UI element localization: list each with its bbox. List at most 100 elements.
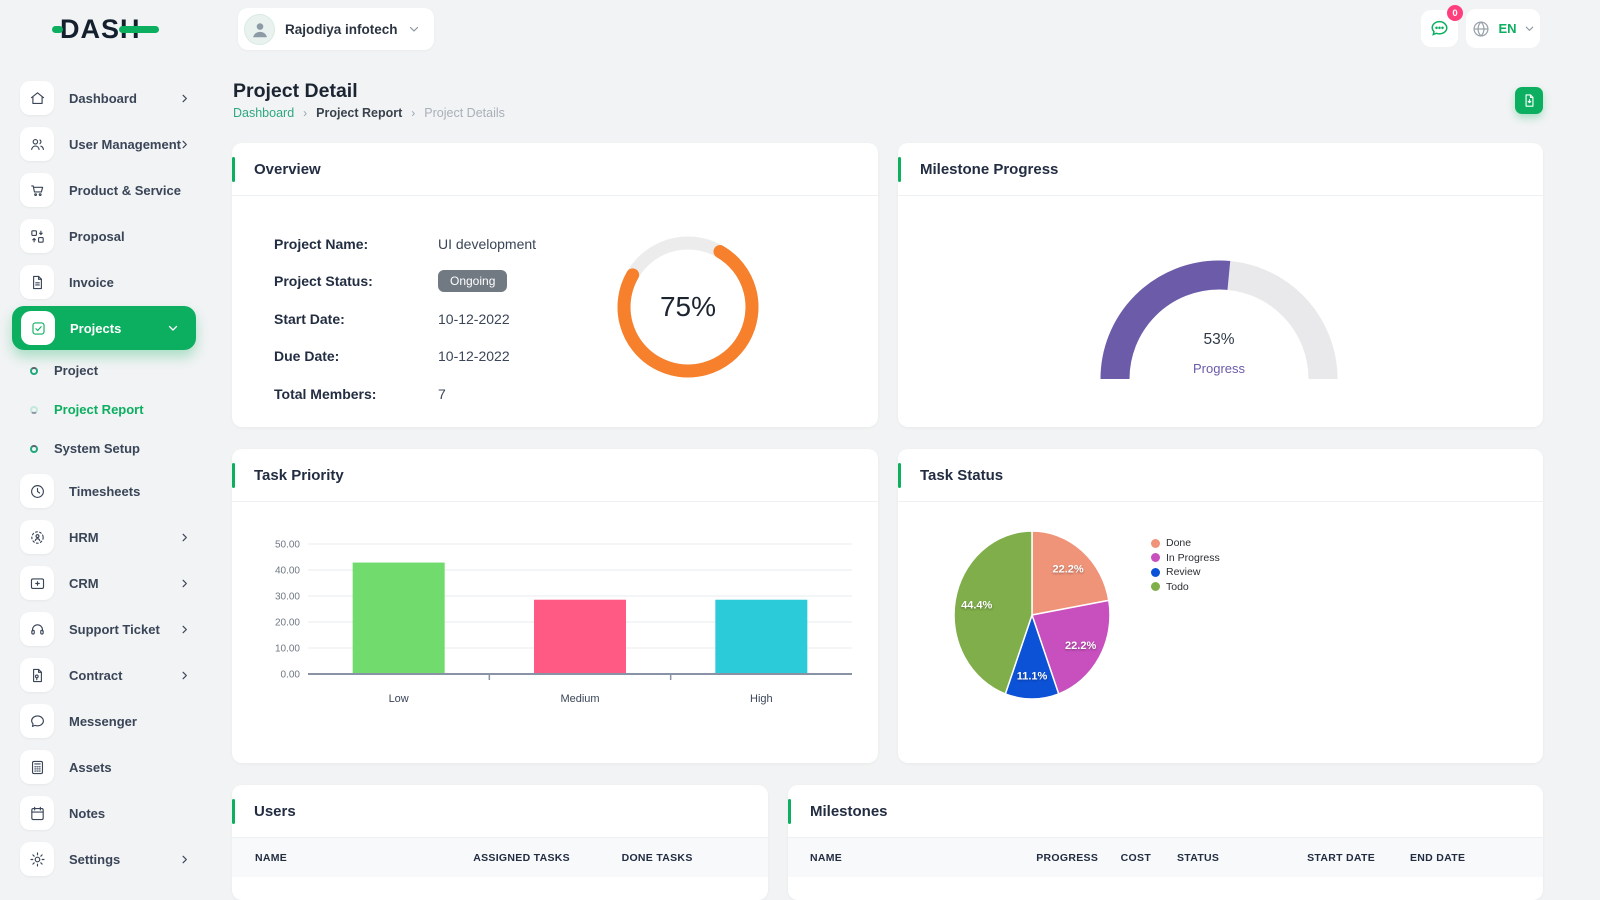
sidebar-item-label: Timesheets [69,483,141,499]
column-header-end-date: END DATE [1409,851,1466,864]
task-status-card-title: Task Status [920,466,1004,484]
chevron-right-icon [179,532,190,543]
column-header-status: STATUS [1176,851,1220,864]
task-priority-card-title: Task Priority [254,466,344,484]
milestone-progress-caption: Progress [1192,361,1246,376]
project-progress-donut: 75% [610,229,766,385]
legend-label: Todo [1166,580,1189,593]
sidebar-item-product-service[interactable]: Product & Service [0,167,212,213]
cart-icon [20,173,54,207]
bullet-circle-icon [30,444,38,453]
breadcrumb-item-project-report[interactable]: Project Report [316,106,403,120]
sidebar-item-label: Invoice [69,274,114,290]
milestone-card-title: Milestone Progress [920,160,1059,178]
sidebar: Dashboard User Management Product & Servic… [0,75,212,882]
sidebar-item-hrm[interactable]: HRM [0,514,212,560]
svg-text:High: High [750,693,773,705]
overview-field-project-status: Project Status: Ongoing [274,263,536,301]
overview-field-due-date: Due Date: 10-12-2022 [274,338,536,376]
headset-icon [20,612,54,646]
sidebar-item-notes[interactable]: Notes [0,790,212,836]
messages-button[interactable]: 0 [1421,5,1463,47]
sidebar-item-projects[interactable]: Projects [12,306,196,350]
company-selector[interactable]: Rajodiya infotech [238,8,434,50]
sidebar-item-label: Messenger [69,713,137,729]
column-header-assigned-tasks: ASSIGNED TASKS [473,851,570,864]
sidebar-item-label: Product & Service [69,182,181,198]
id-card-icon [20,566,54,600]
milestones-card-title: Milestones [810,802,888,820]
check-square-icon [21,311,55,345]
contract-file-icon [20,658,54,692]
breadcrumb-item-dashboard[interactable]: Dashboard [233,106,295,120]
sidebar-item-label: Notes [69,805,106,821]
svg-text:0.00: 0.00 [281,670,301,681]
legend-label: In Progress [1166,551,1220,564]
overview-fields: Project Name: UI development Project Statu… [274,225,536,413]
task-status-pie-chart: 22.2% 22.2% 11.1% 44.4% [953,530,1111,700]
breadcrumb-separator: › [411,106,416,120]
sidebar-item-messenger[interactable]: Messenger [0,698,212,744]
svg-text:44.4%: 44.4% [961,599,992,611]
sidebar-item-label: Support Ticket [69,621,160,637]
sidebar-subitem-system-setup[interactable]: System Setup [0,429,212,468]
legend-label: Review [1166,566,1201,578]
overview-field-project-name: Project Name: UI development [274,225,536,263]
status-badge: Ongoing [438,270,508,293]
sidebar-item-label: Assets [69,759,112,775]
export-report-button[interactable] [1515,87,1543,114]
svg-text:20.00: 20.00 [275,618,300,629]
chevron-right-icon [179,139,190,150]
sidebar-item-label: CRM [69,575,99,591]
svg-text:11.1%: 11.1% [1017,670,1048,682]
column-header-cost: COST [1120,851,1152,864]
legend-dot-icon [1151,553,1160,562]
project-progress-value: 75% [659,291,717,322]
field-value: UI development [438,235,537,252]
legend-item-in-progress: In Progress [1151,552,1220,564]
task-priority-bar-chart: 0.00 10.00 20.00 30.00 40.00 50.00 Low Medium Hi… [275,540,852,705]
app-logo[interactable]: DASH [52,14,159,45]
sidebar-item-timesheets[interactable]: Timesheets [0,468,212,514]
sidebar-item-invoice[interactable]: Invoice [0,259,212,305]
sidebar-item-label: Proposal [69,228,125,244]
sidebar-subitem-label: Project [54,363,99,378]
company-avatar [244,13,275,45]
legend-label: Done [1166,537,1192,549]
svg-text:30.00: 30.00 [275,592,300,603]
calendar-icon [20,796,54,830]
sidebar-item-user-management[interactable]: User Management [0,121,212,167]
legend-dot-icon [1151,582,1160,591]
sidebar-item-settings[interactable]: Settings [0,836,212,882]
chat-badge: 0 [1447,5,1463,21]
globe-icon [1473,20,1490,37]
svg-text:22.2%: 22.2% [1052,564,1083,576]
sidebar-item-dashboard[interactable]: Dashboard [0,75,212,121]
users-icon [20,127,54,161]
sidebar-item-assets[interactable]: Assets [0,744,212,790]
users-card-title: Users [254,802,296,820]
bullet-circle-icon [30,366,38,375]
task-status-legend: Done In Progress Review Todo [1151,537,1220,593]
chevron-right-icon [179,578,190,589]
language-selector[interactable]: EN [1466,9,1540,48]
chevron-down-icon [1524,23,1535,34]
chevron-right-icon [179,93,190,104]
sidebar-item-support-ticket[interactable]: Support Ticket [0,606,212,652]
field-value: 10-12-2022 [438,310,510,327]
overview-field-start-date: Start Date: 10-12-2022 [274,300,536,338]
sidebar-subitem-project-report[interactable]: Project Report [0,390,212,429]
chevron-right-icon [179,670,190,681]
sidebar-item-crm[interactable]: CRM [0,560,212,606]
sidebar-item-proposal[interactable]: Proposal [0,213,212,259]
milestone-progress-value: 53% [1203,331,1235,348]
svg-text:22.2%: 22.2% [1065,640,1096,652]
sidebar-subitem-label: System Setup [54,441,140,456]
legend-item-review: Review [1151,566,1220,578]
svg-text:40.00: 40.00 [275,566,300,577]
field-value: 7 [438,385,446,402]
sidebar-subitem-project[interactable]: Project [0,351,212,390]
sidebar-item-contract[interactable]: Contract [0,652,212,698]
overview-card-title: Overview [254,160,321,178]
sidebar-item-label: HRM [69,529,99,545]
